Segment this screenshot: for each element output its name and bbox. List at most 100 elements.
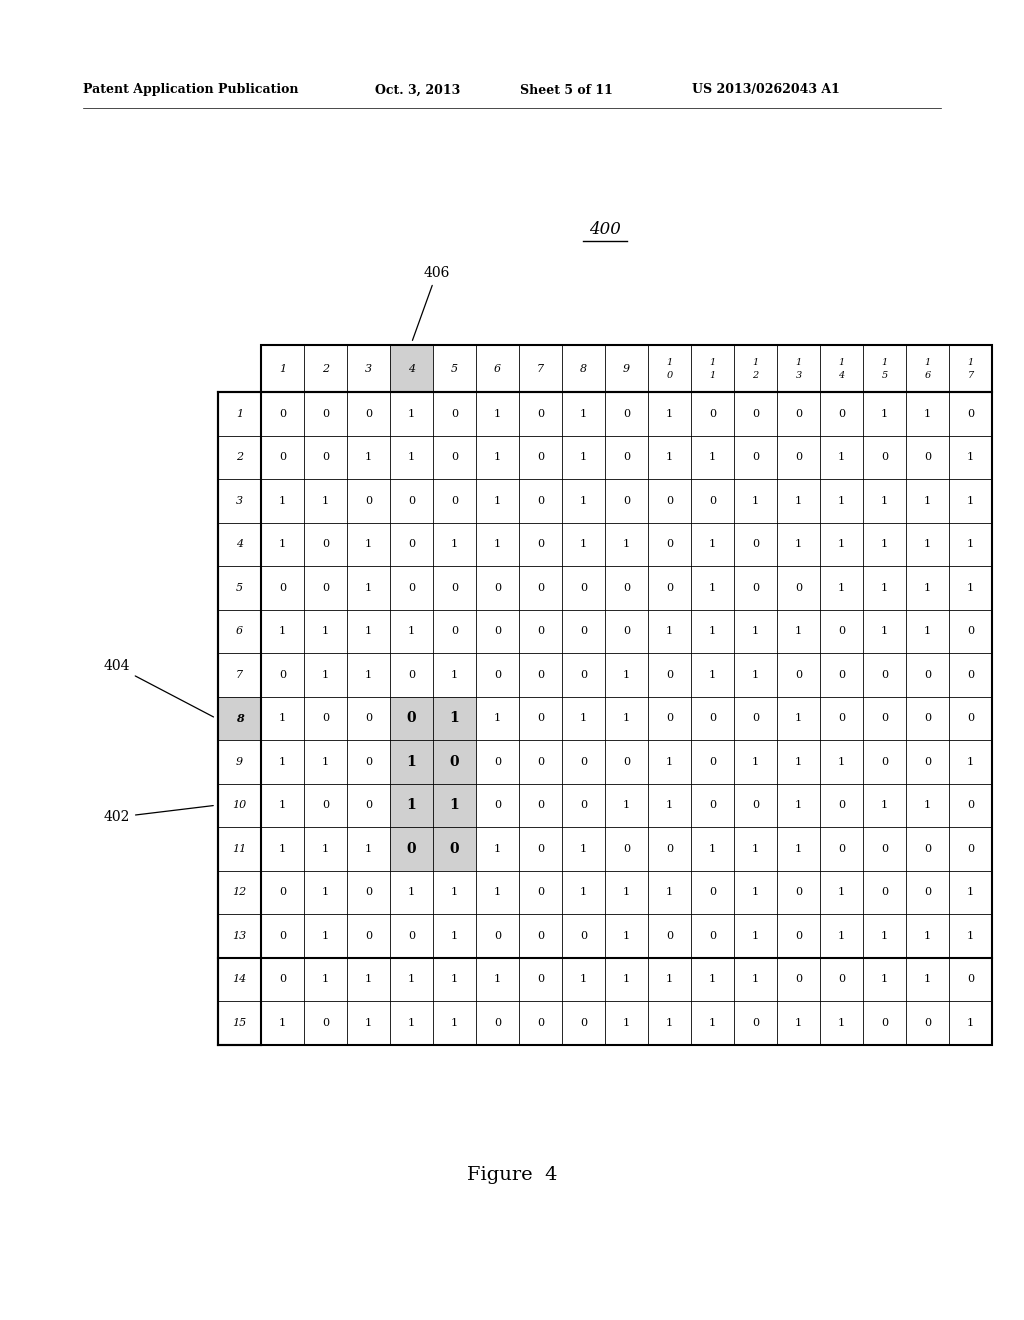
Text: 0: 0: [279, 582, 286, 593]
Text: 5: 5: [236, 582, 243, 593]
Text: 0: 0: [494, 1018, 501, 1028]
Text: 0: 0: [365, 713, 372, 723]
Text: 0: 0: [881, 887, 888, 898]
Text: 0: 0: [795, 582, 802, 593]
Text: 1: 1: [623, 669, 630, 680]
Text: 0: 0: [623, 756, 630, 767]
Text: 0: 0: [752, 800, 759, 810]
Text: 1: 1: [666, 800, 673, 810]
Text: 6: 6: [494, 363, 501, 374]
Text: 6: 6: [925, 371, 931, 380]
Text: 1: 1: [494, 843, 501, 854]
Text: 0: 0: [494, 800, 501, 810]
Text: 1: 1: [623, 800, 630, 810]
Bar: [218, 392, 992, 1044]
Text: 0: 0: [537, 800, 544, 810]
Text: 1: 1: [924, 800, 931, 810]
Text: Figure  4: Figure 4: [467, 1166, 557, 1184]
Text: 0: 0: [450, 842, 460, 855]
Text: 0: 0: [838, 800, 845, 810]
Bar: [390, 784, 433, 828]
Text: 1: 1: [666, 887, 673, 898]
Text: 0: 0: [365, 496, 372, 506]
Text: 9: 9: [236, 756, 243, 767]
Text: 0: 0: [924, 713, 931, 723]
Text: 0: 0: [795, 409, 802, 418]
Text: 1: 1: [279, 496, 286, 506]
Text: 0: 0: [709, 409, 716, 418]
Text: 1: 1: [967, 756, 974, 767]
Text: 1: 1: [451, 974, 458, 985]
Bar: [433, 741, 476, 784]
Text: 1: 1: [666, 1018, 673, 1028]
Text: 1: 1: [623, 887, 630, 898]
Text: 0: 0: [451, 453, 458, 462]
Text: 0: 0: [365, 887, 372, 898]
Text: 14: 14: [232, 974, 247, 985]
Text: 0: 0: [365, 800, 372, 810]
Text: 1: 1: [279, 1018, 286, 1028]
Text: 0: 0: [537, 540, 544, 549]
Text: 5: 5: [882, 371, 888, 380]
Text: 1: 1: [365, 626, 372, 636]
Text: 1: 1: [924, 974, 931, 985]
Text: 0: 0: [623, 409, 630, 418]
Text: 0: 0: [924, 453, 931, 462]
Text: 0: 0: [580, 669, 587, 680]
Text: 1: 1: [881, 582, 888, 593]
Text: 0: 0: [709, 496, 716, 506]
Text: 1: 1: [322, 669, 329, 680]
Text: 0: 0: [537, 931, 544, 941]
Text: 2: 2: [322, 363, 329, 374]
Text: 0: 0: [451, 409, 458, 418]
Text: 1: 1: [795, 756, 802, 767]
Text: 0: 0: [537, 756, 544, 767]
Text: 1: 1: [451, 540, 458, 549]
Text: 1: 1: [924, 582, 931, 593]
Text: 1: 1: [580, 843, 587, 854]
Text: 8: 8: [580, 363, 587, 374]
Text: 1: 1: [838, 540, 845, 549]
Text: 1: 1: [881, 974, 888, 985]
Text: 0: 0: [666, 540, 673, 549]
Text: 0: 0: [924, 1018, 931, 1028]
Text: 0: 0: [537, 626, 544, 636]
Text: 0: 0: [795, 931, 802, 941]
Text: 1: 1: [968, 358, 974, 367]
Text: 1: 1: [407, 755, 417, 768]
Text: 0: 0: [365, 756, 372, 767]
Text: 1: 1: [279, 756, 286, 767]
Text: 1: 1: [924, 496, 931, 506]
Text: 1: 1: [580, 974, 587, 985]
Text: 1: 1: [494, 974, 501, 985]
Text: 1: 1: [623, 974, 630, 985]
Text: 1: 1: [365, 843, 372, 854]
Text: 0: 0: [580, 756, 587, 767]
Text: 1: 1: [709, 843, 716, 854]
Text: 0: 0: [924, 843, 931, 854]
Text: 3: 3: [236, 496, 243, 506]
Text: 0: 0: [451, 582, 458, 593]
Text: 0: 0: [709, 931, 716, 941]
Text: 1: 1: [795, 540, 802, 549]
Text: 13: 13: [232, 931, 247, 941]
Text: 0: 0: [494, 582, 501, 593]
Text: 1: 1: [924, 409, 931, 418]
Text: 1: 1: [924, 626, 931, 636]
Text: 0: 0: [537, 669, 544, 680]
Text: 7: 7: [968, 371, 974, 380]
Text: 0: 0: [322, 1018, 329, 1028]
Text: 0: 0: [967, 409, 974, 418]
Text: 5: 5: [451, 363, 458, 374]
Text: 0: 0: [408, 669, 415, 680]
Text: 402: 402: [103, 805, 213, 824]
Text: 1: 1: [365, 1018, 372, 1028]
Text: 1: 1: [451, 887, 458, 898]
Text: 0: 0: [494, 756, 501, 767]
Text: 1: 1: [407, 799, 417, 812]
Text: 0: 0: [795, 974, 802, 985]
Text: 0: 0: [752, 453, 759, 462]
Text: 406: 406: [413, 267, 450, 341]
Text: 0: 0: [924, 669, 931, 680]
Text: 0: 0: [881, 843, 888, 854]
